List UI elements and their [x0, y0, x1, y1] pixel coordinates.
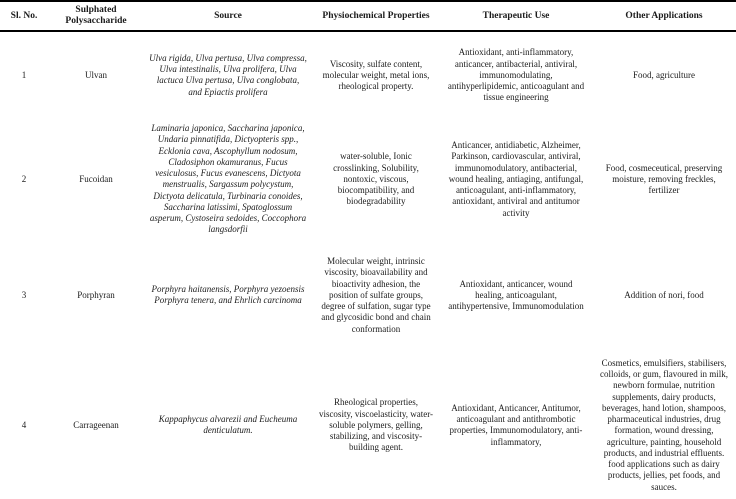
- table-row-carrageenan: 4 Carrageenan Kappaphycus alvarezii and …: [0, 350, 736, 499]
- cell-sl-no: 3: [21, 289, 27, 300]
- cell-sl-no: 1: [21, 69, 27, 80]
- column-header-therapeutic: Therapeutic Use: [482, 10, 550, 21]
- cell-source: Porphyra haitanensis, Porphyra yezoensis…: [151, 284, 305, 306]
- cell-source: Laminaria japonica, Saccharina japonica,…: [149, 123, 307, 235]
- table-row-ulvan: 1 Ulvan Ulva rigida, Ulva pertusa, Ulva …: [0, 31, 736, 118]
- cell-therapeutic: Antioxidant, Anticancer, Antitumor, anti…: [449, 402, 583, 447]
- column-header-other-applications: Other Applications: [625, 10, 703, 21]
- cell-other-applications: Addition of nori, food: [624, 289, 704, 300]
- cell-source: Kappaphycus alvarezii and Eucheuma denti…: [158, 414, 298, 436]
- cell-other-applications: Food, cosmeceutical, preserving moisture…: [605, 162, 723, 196]
- column-header-sl-no: Sl. No.: [10, 10, 38, 21]
- column-header-source: Source: [214, 10, 242, 21]
- cell-sl-no: 2: [21, 173, 27, 184]
- table-row-fucoidan: 2 Fucoidan Laminaria japonica, Saccharin…: [0, 118, 736, 240]
- cell-other-applications: Food, agriculture: [633, 69, 695, 80]
- cell-physiochemical: Rheological properties, viscosity, visco…: [318, 397, 434, 453]
- cell-physiochemical: water-soluble, Ionic crosslinking, Solub…: [333, 151, 419, 207]
- table-row-porphyran: 3 Porphyran Porphyra haitanensis, Porphy…: [0, 240, 736, 350]
- table-header-row: Sl. No. Sulphated Polysaccharide Source …: [0, 1, 736, 32]
- cell-polysaccharide: Porphyran: [77, 289, 115, 300]
- cell-physiochemical: Viscosity, sulfate content, molecular we…: [322, 58, 430, 92]
- cell-polysaccharide: Carrageenan: [73, 419, 119, 430]
- cell-physiochemical: Molecular weight, intrinsic viscosity, b…: [321, 256, 431, 334]
- column-header-polysaccharide: Sulphated Polysaccharide: [65, 5, 127, 27]
- cell-therapeutic: Antioxidant, anti-inflammatory, anticanc…: [447, 47, 585, 103]
- cell-therapeutic: Antioxidant, anticancer, wound healing, …: [448, 278, 584, 312]
- cell-other-applications: Cosmetics, emulsifiers, stabilisers, col…: [600, 357, 728, 492]
- cell-therapeutic: Anticancer, antidiabetic, Alzheimer, Par…: [448, 140, 584, 218]
- cell-source: Ulva rigida, Ulva pertusa, Ulva compress…: [149, 52, 307, 97]
- cell-polysaccharide: Ulvan: [85, 69, 107, 80]
- cell-sl-no: 4: [21, 419, 27, 430]
- cell-polysaccharide: Fucoidan: [79, 173, 113, 184]
- column-header-physiochemical: Physiochemical Properties: [322, 10, 430, 21]
